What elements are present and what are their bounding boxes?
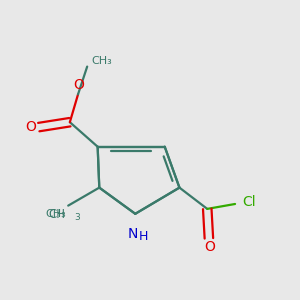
Text: H: H — [139, 230, 148, 242]
Text: 3: 3 — [74, 213, 80, 222]
Text: CH₃: CH₃ — [91, 56, 112, 66]
Text: CH₃: CH₃ — [46, 209, 67, 219]
Text: CH: CH — [49, 208, 66, 221]
Text: Cl: Cl — [242, 195, 256, 209]
Text: O: O — [74, 78, 84, 92]
Text: N: N — [128, 227, 138, 241]
Text: O: O — [204, 241, 215, 254]
Text: O: O — [25, 120, 36, 134]
